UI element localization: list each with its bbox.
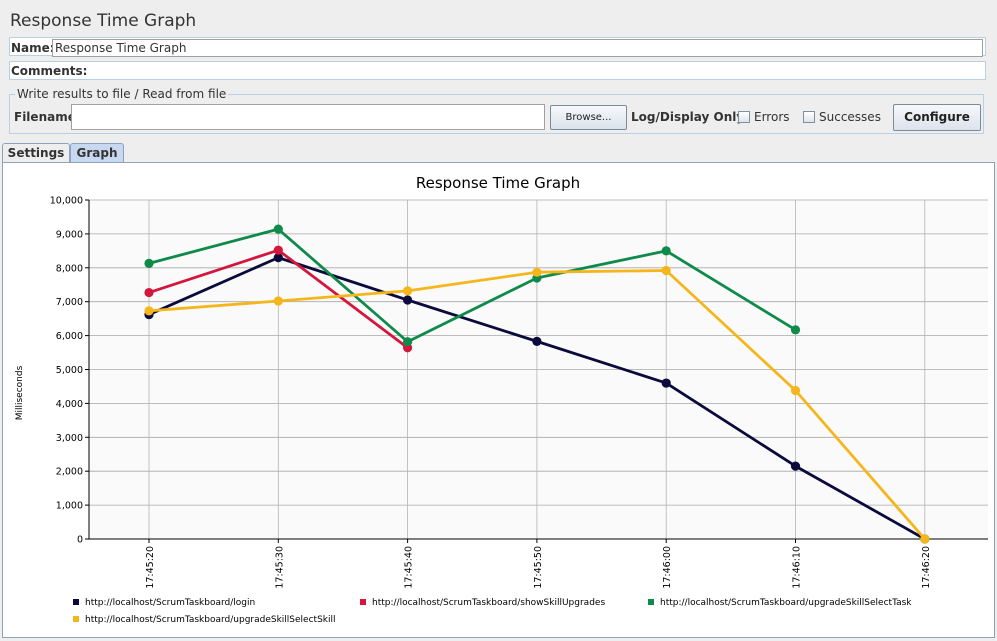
data-point [273,296,283,306]
successes-label: Successes [819,110,881,124]
configure-button[interactable]: Configure [893,104,981,131]
graph-panel: Response Time Graph Milliseconds 0 1,000 2… [2,162,995,638]
errors-checkbox[interactable] [738,111,750,123]
data-point [403,337,413,347]
name-label: Name: [11,41,55,55]
data-point [144,258,154,268]
x-tick-label: 17:45:50 [533,546,544,589]
name-input[interactable]: Response Time Graph [52,39,983,57]
series-line-3 [148,227,797,344]
data-point [273,224,283,234]
legend-label: http://localhost/ScrumTaskboard/showSkil… [372,598,605,608]
y-tick-label: 3,000 [56,433,83,444]
legend-swatch [73,616,79,622]
y-tick-label: 4,000 [56,399,83,410]
y-tick-label: 0 [77,535,83,546]
x-tick-label: 17:46:10 [792,546,803,589]
filename-input[interactable] [71,104,545,130]
legend-swatch [73,599,79,605]
log-display-label: Log/Display Only: [631,110,749,124]
legend-swatch [360,599,366,605]
y-tick-label: 7,000 [56,297,83,308]
data-point [273,245,283,255]
x-tick-label: 17:45:30 [274,546,285,589]
data-point [273,253,283,263]
legend-label: http://localhost/ScrumTaskboard/login [85,598,255,608]
page-title: Response Time Graph [10,11,197,31]
comments-label: Comments: [11,64,88,78]
x-tick-label: 17:46:00 [662,546,673,589]
results-file-group [9,94,984,134]
data-point [144,287,154,298]
chart-title: Response Time Graph [416,174,580,192]
data-point [661,378,671,388]
y-tick-label: 10,000 [50,196,83,207]
filename-label: Filename [14,110,76,124]
legend-swatch [648,599,654,605]
data-point [403,286,413,296]
x-tick-label: 17:46:20 [921,546,932,589]
data-point [532,336,542,346]
y-tick-label: 1,000 [56,501,83,512]
data-point [403,295,413,305]
x-tick-label: 17:45:20 [145,546,156,589]
data-point [920,534,930,544]
y-tick-label: 8,000 [56,263,83,274]
data-point [661,265,671,276]
legend-label: http://localhost/ScrumTaskboard/upgradeS… [660,598,912,608]
data-point [790,461,801,471]
y-tick-label: 2,000 [56,467,83,478]
y-tick-label: 9,000 [56,229,83,240]
x-tick-label: 17:45:40 [404,546,415,589]
y-tick-label: 6,000 [56,331,83,342]
comments-row [9,61,986,80]
response-time-chart: Response Time Graph Milliseconds 0 1,000 2… [15,174,988,625]
data-point [661,246,671,256]
successes-checkbox[interactable] [803,111,815,123]
legend-label: http://localhost/ScrumTaskboard/upgradeS… [85,615,336,625]
y-tick-label: 5,000 [56,365,83,376]
results-group-label: Write results to file / Read from file [15,87,229,101]
browse-button[interactable]: Browse... [550,105,627,130]
data-point [790,385,801,396]
tab-graph[interactable]: Graph [70,143,124,163]
y-axis-label: Milliseconds [15,365,25,420]
tab-settings[interactable]: Settings [2,143,70,163]
data-point [532,267,542,277]
data-point [144,306,154,316]
errors-label: Errors [754,110,790,124]
data-point [790,325,801,335]
